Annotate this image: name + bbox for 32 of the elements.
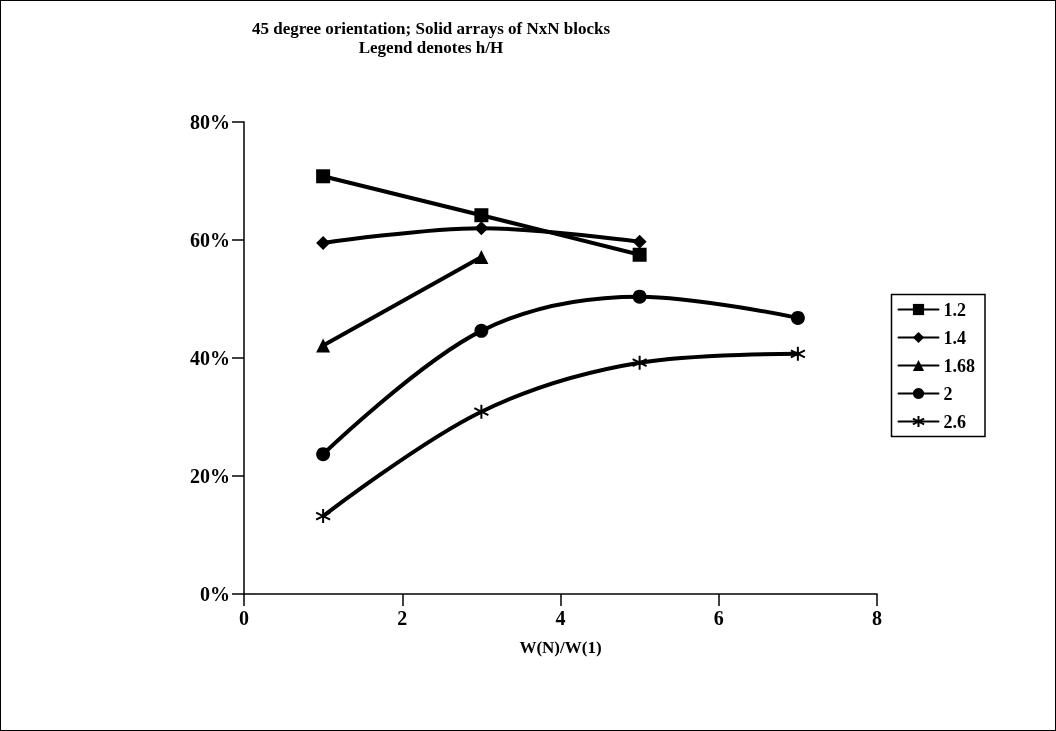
point	[316, 169, 331, 184]
y-tick-label: 60%	[190, 229, 230, 251]
point	[316, 235, 331, 250]
point	[474, 323, 489, 338]
x-tick-label: 4	[555, 607, 566, 629]
x-tick-label: 8	[872, 607, 882, 629]
x-tick-label: 2	[397, 607, 408, 629]
point	[631, 354, 648, 371]
x-axis-title: W(N)/W(1)	[519, 638, 602, 657]
chart-title: 45 degree orientation; Solid arrays of NxN blocks	[251, 19, 611, 38]
point	[790, 310, 805, 325]
point	[473, 403, 490, 420]
legend-label: 1.4	[943, 327, 966, 348]
x-tick-label: 6	[713, 607, 724, 629]
point	[474, 221, 489, 236]
point	[632, 234, 647, 249]
point	[632, 247, 647, 262]
point	[316, 447, 331, 462]
legend-label: 2.6	[943, 411, 966, 432]
y-tick-label: 20%	[190, 465, 230, 487]
legend-label: 1.2	[943, 299, 966, 320]
legend-label: 2	[943, 383, 953, 404]
point	[632, 289, 647, 304]
y-tick-label: 0%	[200, 583, 230, 605]
y-tick-label: 40%	[190, 347, 230, 369]
point	[474, 208, 489, 223]
legend-label: 1.68	[943, 355, 975, 376]
point	[315, 508, 332, 525]
x-tick-label: 0	[239, 607, 249, 629]
y-tick-label: 80%	[190, 111, 230, 133]
point	[789, 345, 806, 362]
chart-subtitle: Legend denotes h/H	[358, 38, 504, 57]
